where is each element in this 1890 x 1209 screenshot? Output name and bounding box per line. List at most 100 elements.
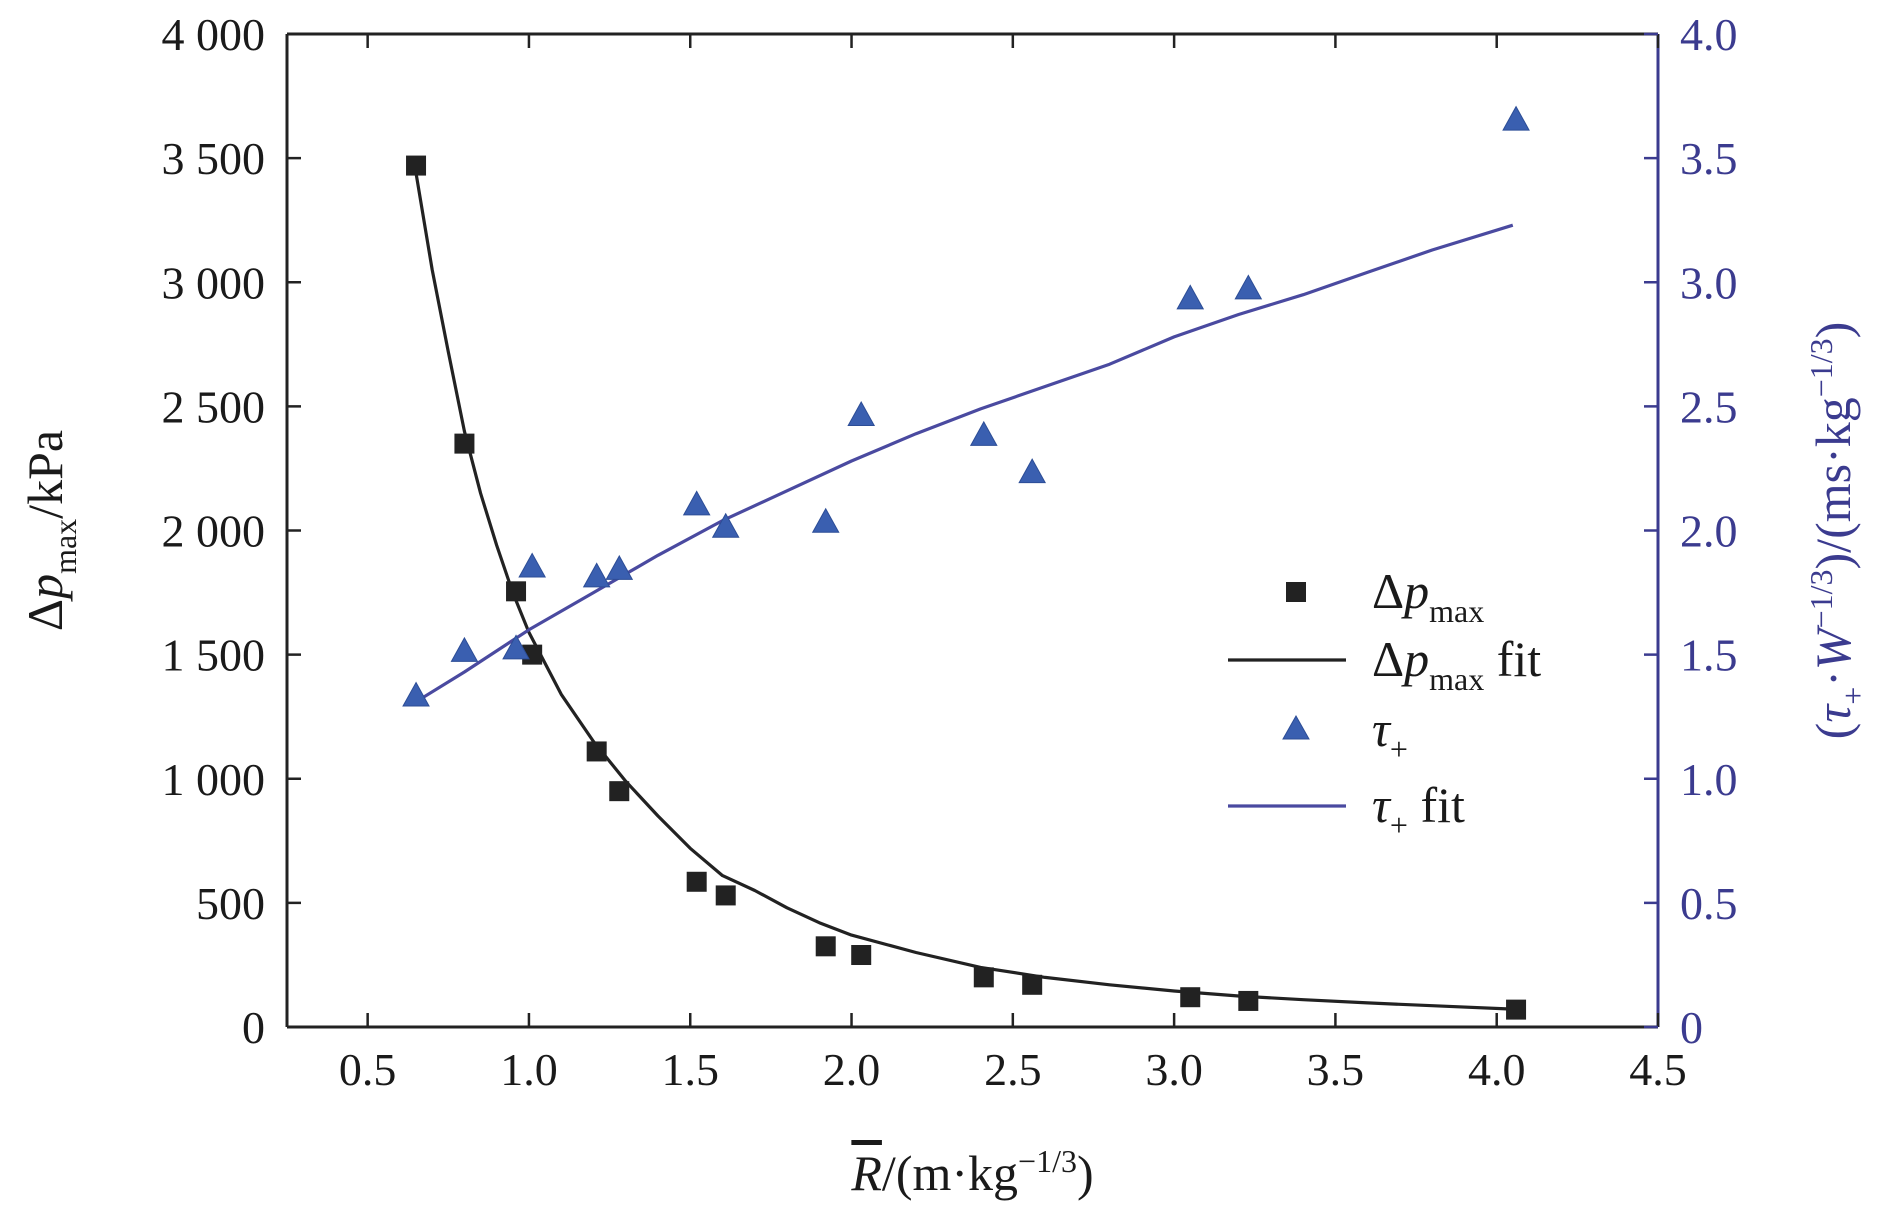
right-y-axis-label: (τ+·W−1/3)/(ms·kg−1/3) <box>1803 322 1871 740</box>
legend-entry-symbol: τ <box>1372 777 1392 833</box>
dp-data-point <box>1506 999 1527 1020</box>
dp-data-point <box>1180 987 1201 1008</box>
legend-entry-sub: + <box>1390 731 1408 767</box>
right-y-tick-label: 0.5 <box>1680 878 1738 929</box>
right-y-label-dot: · <box>1805 670 1861 687</box>
x-tick-label: 1.5 <box>661 1044 719 1095</box>
axis-labels: R/(m·kg−1/3)Δpmax/kPa(τ+·W−1/3)/(ms·kg−1… <box>17 322 1871 1201</box>
x-axis-label: R/(m·kg−1/3) <box>850 1143 1093 1201</box>
left-y-label-symbol: p <box>17 574 73 602</box>
dp-data-point <box>506 581 527 602</box>
right-y-label-tau-sub: + <box>1835 687 1871 705</box>
dp-data-point <box>1238 990 1259 1011</box>
x-tick-label: 4.0 <box>1468 1044 1526 1095</box>
left-y-tick-label: 2 000 <box>162 506 266 557</box>
legend-entry-label: Δpmax <box>1372 563 1484 629</box>
legend-entry-label: τ+ <box>1372 701 1408 767</box>
dp-fit-line <box>414 172 1513 1011</box>
x-tick-label: 4.5 <box>1629 1044 1687 1095</box>
right-y-label-tail: )/(ms·kg <box>1805 397 1861 569</box>
x-tick-label: 1.0 <box>500 1044 558 1095</box>
tau-data-point <box>605 554 634 580</box>
right-y-tick-label: 1.5 <box>1680 630 1738 681</box>
right-y-label-w-sup: −1/3 <box>1803 569 1839 628</box>
left-y-tick-label: 3 500 <box>162 133 266 184</box>
legend-entry-sub: max <box>1429 661 1484 697</box>
x-tick-label: 0.5 <box>339 1044 397 1095</box>
x-axis-label-close: ) <box>1077 1145 1094 1201</box>
legend-triangle-marker <box>1282 714 1310 740</box>
left-y-axis-ticks: 0 500 1 000 1 500 2 000 2 500 3 000 3 500 4 000 <box>162 9 301 1053</box>
dp-data-point <box>815 936 836 957</box>
right-y-tick-label: 4.0 <box>1680 9 1738 60</box>
tau-data-point <box>847 401 876 427</box>
legend-entry-symbol: p <box>1401 563 1429 619</box>
tau-data-point <box>1018 458 1047 484</box>
right-y-label-tau: τ <box>1805 703 1861 723</box>
x-axis-symbol: R <box>850 1145 882 1201</box>
dp-data-point <box>715 885 736 906</box>
right-y-label-open: ( <box>1805 723 1861 740</box>
x-tick-label: 2.0 <box>823 1044 881 1095</box>
left-y-tick-label: 4 000 <box>162 9 266 60</box>
right-y-tick-label: 2.5 <box>1680 381 1738 432</box>
tau-data-point <box>502 634 530 660</box>
tau-data-point <box>682 490 711 516</box>
tau-data-point <box>450 636 479 662</box>
dp-data-point <box>1022 974 1043 995</box>
legend-entry-symbol: p <box>1401 631 1429 687</box>
tau-data-point <box>969 420 998 446</box>
dp-data-point <box>686 871 707 892</box>
fit-lines <box>414 172 1514 1011</box>
right-y-label-tail-sup: −1/3 <box>1803 338 1839 397</box>
tau-data-point <box>582 562 611 588</box>
left-y-tick-label: 2 500 <box>162 381 266 432</box>
tau-data-point <box>402 681 430 707</box>
legend-entry-suffix: fit <box>1484 631 1541 687</box>
left-y-tick-label: 0 <box>242 1002 265 1053</box>
tau-fit-line <box>415 223 1514 704</box>
right-y-axis-ticks: 0 0.5 1.0 1.5 2.0 2.5 3.0 3.5 4.0 <box>1644 9 1738 1053</box>
legend-entry-symbol: τ <box>1372 701 1392 757</box>
x-tick-label: 3.5 <box>1307 1044 1365 1095</box>
tau-data-point <box>1502 105 1530 131</box>
right-y-tick-label: 2.0 <box>1680 506 1738 557</box>
legend-entry-label: Δpmax fit <box>1372 631 1541 697</box>
legend-entry-prefix: Δ <box>1372 563 1404 619</box>
dp-data-point <box>522 644 543 665</box>
x-tick-label: 2.5 <box>984 1044 1042 1095</box>
legend-square-marker <box>1286 582 1306 602</box>
tau-data-point <box>811 507 840 533</box>
left-y-tick-label: 3 000 <box>162 257 266 308</box>
left-y-tick-label: 1 500 <box>162 630 266 681</box>
left-y-label-prefix: Δ <box>17 599 73 631</box>
left-y-axis-label: Δpmax/kPa <box>17 430 83 631</box>
x-tick-label: 3.0 <box>1145 1044 1203 1095</box>
tau-data-point <box>1234 274 1263 300</box>
left-y-label-suffix: /kPa <box>17 430 73 519</box>
legend-entry-sub: + <box>1390 807 1408 843</box>
x-axis-label-sup: −1/3 <box>1018 1143 1077 1179</box>
tau-data-point <box>518 552 547 578</box>
legend-entry-suffix: fit <box>1408 777 1465 833</box>
dp-data-point <box>586 741 607 762</box>
tau-data-point <box>711 512 740 538</box>
dp-data-point <box>973 967 994 988</box>
left-y-tick-label: 500 <box>196 878 265 929</box>
dp-data-point <box>454 433 475 454</box>
tau-data-point <box>1176 284 1205 310</box>
data-markers <box>402 105 1530 1020</box>
left-y-label-sub: max <box>47 519 83 574</box>
right-y-label-close: ) <box>1805 322 1861 339</box>
right-y-tick-label: 3.0 <box>1680 257 1738 308</box>
dp-data-point <box>406 155 427 176</box>
legend-entry-prefix: Δ <box>1372 631 1404 687</box>
legend-entry-sub: max <box>1429 593 1484 629</box>
dp-data-point <box>609 781 630 802</box>
x-axis-ticks: 0.5 1.0 1.5 2.0 2.5 3.0 3.5 4.0 4.5 <box>339 34 1687 1095</box>
x-axis-label-text: /(m·kg <box>882 1145 1018 1201</box>
right-y-tick-label: 0 <box>1680 1002 1703 1053</box>
